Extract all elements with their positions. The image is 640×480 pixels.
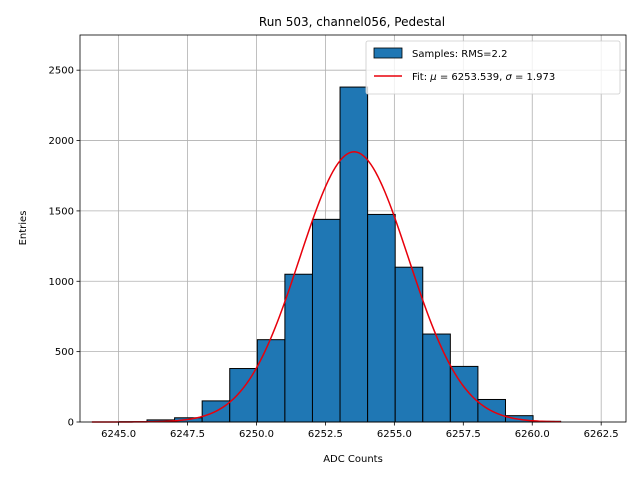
histogram-bar bbox=[256, 339, 286, 423]
y-tick-label: 2500 bbox=[49, 66, 74, 77]
histogram-bar bbox=[284, 273, 313, 423]
histogram-bar bbox=[422, 333, 451, 423]
x-tick-label: 6257.5 bbox=[446, 429, 481, 440]
x-tick-label: 6255.0 bbox=[377, 429, 412, 440]
x-tick-label: 6250.0 bbox=[239, 429, 274, 440]
x-axis-label: ADC Counts bbox=[323, 454, 383, 465]
y-tick-label: 2000 bbox=[49, 136, 74, 147]
histogram-bar bbox=[449, 365, 479, 423]
fit-curve bbox=[91, 151, 561, 423]
histogram-bar bbox=[367, 213, 396, 423]
x-tick-label: 6260.0 bbox=[515, 429, 550, 440]
legend: Samples: RMS=2.2 Fit: μ = 6253.539, σ = … bbox=[365, 40, 621, 95]
y-tick-label: 0 bbox=[68, 418, 74, 429]
x-tick-label: 6252.5 bbox=[308, 429, 343, 440]
y-axis-label: Entries bbox=[18, 211, 29, 246]
legend-histogram-swatch bbox=[373, 47, 403, 59]
histogram-bar bbox=[229, 368, 258, 423]
legend-fit-label: Fit: μ = 6253.539, σ = 1.973 bbox=[412, 72, 555, 83]
y-axis-ticks: 0 500 1000 1500 2000 2500 bbox=[49, 66, 80, 429]
y-tick-label: 1000 bbox=[49, 277, 74, 288]
plot-frame bbox=[79, 34, 627, 423]
histogram-bar bbox=[311, 218, 341, 423]
histogram-bars bbox=[118, 86, 562, 423]
y-tick-label: 500 bbox=[55, 347, 74, 358]
histogram-bar bbox=[339, 86, 369, 423]
legend-box bbox=[365, 40, 621, 95]
x-axis-ticks: 6245.0 6247.5 6250.0 6252.5 6255.0 6257.5 6260… bbox=[101, 422, 619, 440]
y-tick-label: 1500 bbox=[49, 206, 74, 217]
chart-title: Run 503, channel056, Pedestal bbox=[259, 15, 445, 29]
x-tick-label: 6247.5 bbox=[170, 429, 205, 440]
x-tick-label: 6262.5 bbox=[584, 429, 619, 440]
x-tick-label: 6245.0 bbox=[101, 429, 136, 440]
legend-histogram-label: Samples: RMS=2.2 bbox=[412, 49, 507, 60]
